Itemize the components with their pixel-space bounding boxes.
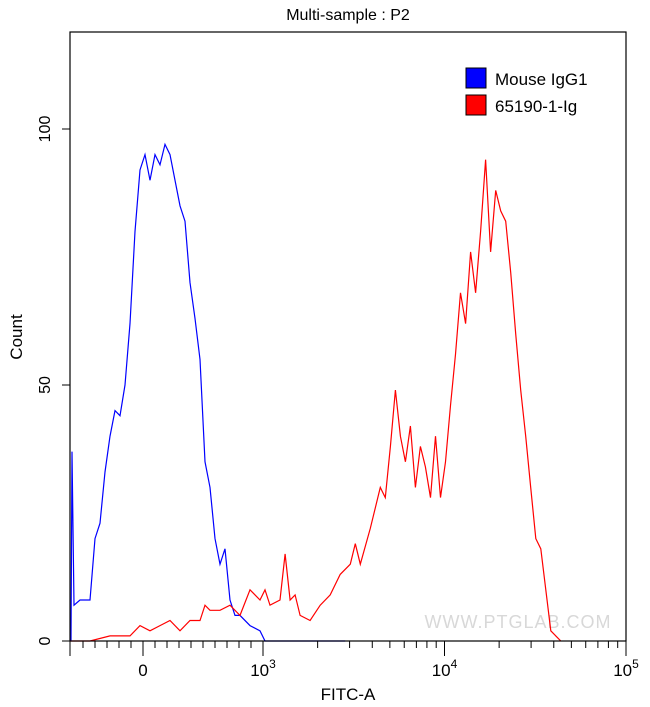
y-tick-label: 0 (37, 636, 54, 645)
x-tick-label: 103 (250, 657, 276, 680)
y-tick-label: 100 (37, 116, 54, 143)
plot-frame (69, 31, 627, 642)
x-tick-base: 10 (432, 661, 451, 680)
x-tick-label: 104 (432, 657, 458, 680)
y-axis-label: Count (7, 314, 26, 360)
x-tick-base: 10 (613, 661, 632, 680)
x-tick-exponent: 5 (632, 657, 639, 671)
series-line-1 (70, 159, 562, 642)
legend-label-65190-1-ig: 65190-1-Ig (495, 97, 577, 116)
y-tick-label: 50 (37, 376, 54, 394)
chart-title: Multi-sample : P2 (286, 7, 410, 24)
legend-label-mouse-igg1: Mouse IgG1 (495, 70, 588, 89)
x-axis-label: FITC-A (321, 685, 376, 704)
x-tick-label: 0 (138, 661, 147, 680)
watermark: WWW.PTGLAB.COM (425, 612, 612, 632)
x-tick-exponent: 3 (269, 657, 276, 671)
x-tick-exponent: 4 (451, 657, 458, 671)
legend-swatch-mouse-igg1 (465, 67, 487, 89)
x-tick-label: 105 (613, 657, 639, 680)
legend: Mouse IgG1 65190-1-Ig (465, 67, 588, 116)
x-tick-base: 10 (250, 661, 269, 680)
legend-swatch-65190-1-ig (465, 94, 487, 116)
series-line-0 (70, 142, 346, 642)
